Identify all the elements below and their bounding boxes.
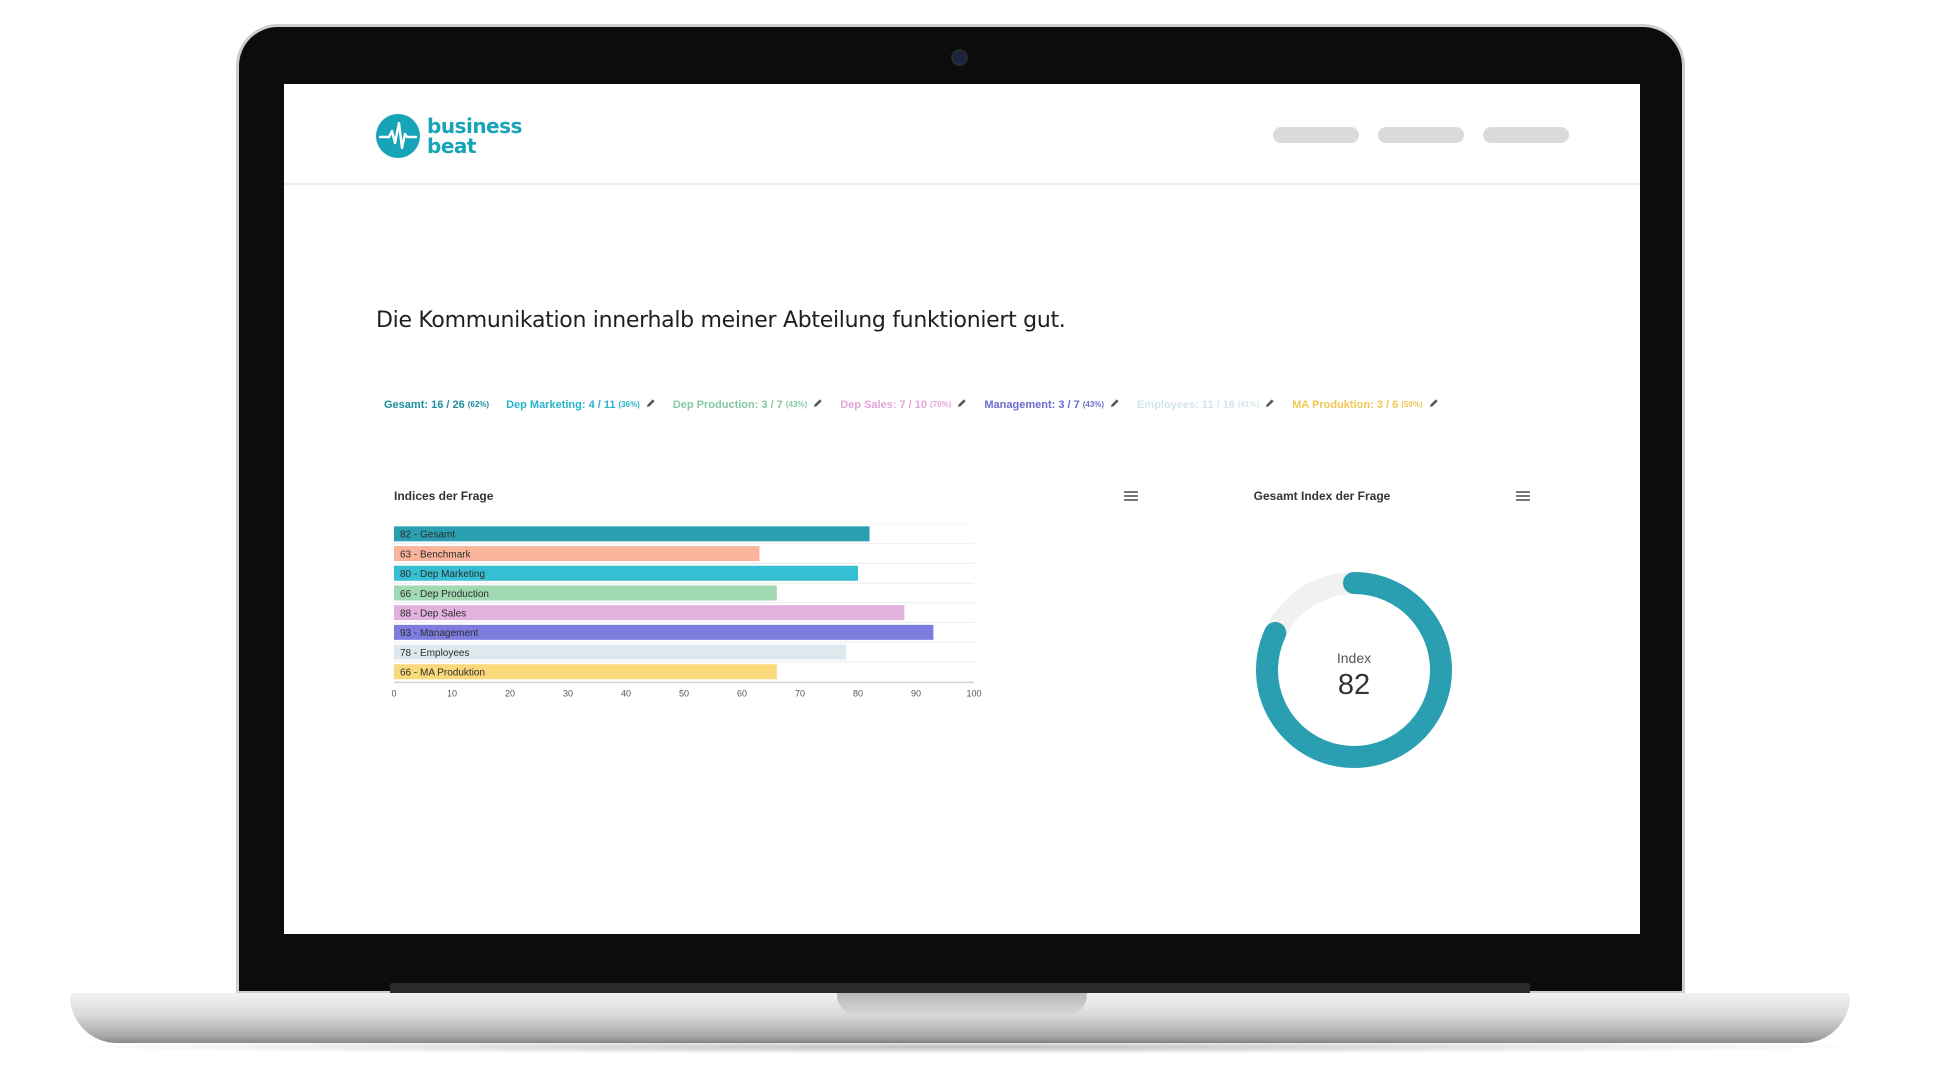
legend-item[interactable]: Employees: 11 / 18 (61%) bbox=[1137, 398, 1275, 411]
legend-label: MA Produktion: 3 / 6 bbox=[1292, 398, 1399, 411]
x-tick-label: 70 bbox=[795, 689, 805, 699]
question-title: Die Kommunikation innerhalb meiner Abtei… bbox=[376, 308, 1066, 333]
pencil-icon[interactable] bbox=[646, 398, 656, 411]
x-tick-label: 10 bbox=[447, 689, 457, 699]
bar[interactable] bbox=[394, 546, 760, 562]
legend-item[interactable]: Dep Production: 3 / 7 (43%) bbox=[673, 398, 823, 411]
pencil-icon[interactable] bbox=[1265, 398, 1275, 411]
hamburger-icon[interactable] bbox=[1516, 491, 1530, 501]
pencil-icon[interactable] bbox=[1110, 398, 1120, 411]
nav-placeholder-1[interactable] bbox=[1273, 127, 1359, 143]
x-tick-label: 80 bbox=[853, 689, 863, 699]
bar[interactable] bbox=[394, 526, 870, 542]
legend-percent: (43%) bbox=[785, 400, 808, 409]
x-tick-label: 50 bbox=[679, 689, 689, 699]
bar-chart-title: Indices der Frage bbox=[394, 489, 494, 503]
x-tick-label: 0 bbox=[391, 689, 396, 699]
legend-item[interactable]: Gesamt: 16 / 26 (62%) bbox=[384, 398, 489, 411]
legend-percent: (50%) bbox=[1401, 400, 1423, 409]
bar-label: 82 - Gesamt bbox=[400, 530, 455, 541]
bar-label: 80 - Dep Marketing bbox=[400, 569, 485, 580]
top-navigation-bar: business beat bbox=[284, 84, 1640, 185]
legend-label: Management: 3 / 7 bbox=[984, 398, 1080, 411]
laptop-notch bbox=[837, 993, 1087, 1015]
legend-percent: (61%) bbox=[1237, 400, 1260, 409]
legend-percent: (62%) bbox=[467, 400, 490, 409]
bar-label: 93 - Management bbox=[400, 628, 479, 639]
legend-percent: (70%) bbox=[930, 400, 952, 409]
legend-item[interactable]: Dep Marketing: 4 / 11 (36%) bbox=[506, 398, 656, 411]
hamburger-icon[interactable] bbox=[1124, 491, 1138, 501]
donut-chart: Index 82 bbox=[1256, 572, 1452, 768]
donut-chart-title: Gesamt Index der Frage bbox=[1253, 489, 1391, 503]
bar-chart: 82 - Gesamt 63 - Benchmark 80 - Dep Market… bbox=[391, 524, 982, 699]
bar[interactable] bbox=[394, 585, 777, 601]
legend-label: Dep Production: 3 / 7 bbox=[672, 398, 783, 411]
bar-label: 78 - Employees bbox=[400, 648, 469, 659]
bar-label: 66 - Dep Production bbox=[400, 589, 489, 600]
x-tick-label: 90 bbox=[911, 689, 921, 699]
bar-label: 63 - Benchmark bbox=[400, 549, 472, 560]
x-tick-label: 60 bbox=[737, 689, 747, 699]
legend-label: Employees: 11 / 18 bbox=[1137, 398, 1235, 411]
bar-label: 66 - MA Produktion bbox=[400, 668, 485, 679]
heartbeat-icon bbox=[376, 114, 420, 158]
bar[interactable] bbox=[394, 624, 934, 640]
logo-line-2: beat bbox=[427, 134, 476, 158]
x-tick-label: 20 bbox=[505, 689, 515, 699]
legend-item[interactable]: Dep Sales: 7 / 10 (70%) bbox=[840, 398, 967, 411]
legend-label: Dep Sales: 7 / 10 bbox=[840, 398, 928, 411]
bar[interactable] bbox=[394, 605, 905, 621]
donut-center-value: 82 bbox=[1338, 669, 1370, 701]
group-legend: Gesamt: 16 / 26 (62%) Dep Marketing: 4 / 1… bbox=[384, 398, 1456, 411]
bar-label: 88 - Dep Sales bbox=[400, 608, 466, 619]
legend-percent: (36%) bbox=[618, 400, 640, 409]
legend-label: Dep Marketing: 4 / 11 bbox=[506, 398, 616, 411]
nav-placeholder-3[interactable] bbox=[1483, 127, 1569, 143]
legend-percent: (43%) bbox=[1082, 400, 1105, 409]
nav-placeholder-2[interactable] bbox=[1378, 127, 1464, 143]
x-tick-label: 30 bbox=[563, 689, 573, 699]
logo-line-1: business bbox=[427, 114, 522, 138]
donut-arc[interactable] bbox=[1256, 572, 1452, 768]
pencil-icon[interactable] bbox=[813, 398, 823, 411]
logo[interactable]: business beat bbox=[376, 114, 522, 158]
x-tick-label: 40 bbox=[621, 689, 631, 699]
logo-text: business beat bbox=[427, 116, 522, 156]
donut-center-label: Index bbox=[1337, 650, 1371, 666]
pencil-icon[interactable] bbox=[957, 398, 967, 411]
legend-item[interactable]: Management: 3 / 7 (43%) bbox=[984, 398, 1120, 411]
bar[interactable] bbox=[394, 644, 847, 660]
camera-icon bbox=[953, 51, 966, 64]
screen: business beat Die Kommunikation innerhal… bbox=[284, 84, 1640, 934]
legend-item[interactable]: MA Produktion: 3 / 6 (50%) bbox=[1292, 398, 1438, 411]
bar[interactable] bbox=[394, 565, 858, 581]
laptop-hinge bbox=[390, 983, 1530, 995]
pencil-icon[interactable] bbox=[1429, 398, 1439, 411]
laptop-shadow bbox=[40, 1040, 1890, 1054]
legend-label: Gesamt: 16 / 26 bbox=[384, 398, 465, 411]
bar[interactable] bbox=[394, 664, 777, 680]
x-tick-label: 100 bbox=[966, 689, 981, 699]
